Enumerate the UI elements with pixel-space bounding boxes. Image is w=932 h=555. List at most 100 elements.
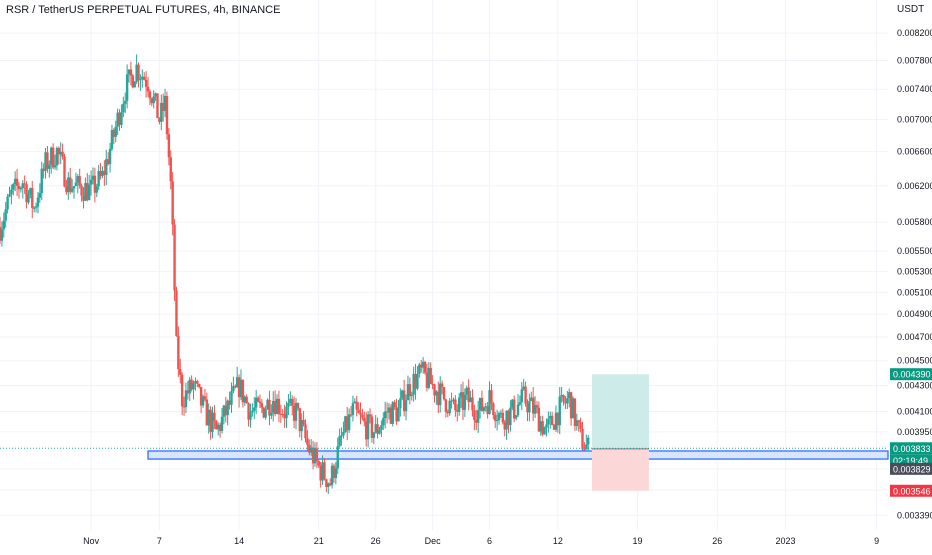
stop-price-label: 0.003546 <box>893 486 931 496</box>
candle-body <box>461 392 465 410</box>
candle-body <box>76 176 79 183</box>
y-tick-label: 0.007400 <box>897 84 932 94</box>
stop-zone <box>592 448 649 491</box>
candle-body <box>399 398 402 409</box>
candle-body <box>505 410 508 430</box>
candle-body <box>357 409 360 413</box>
candle-body <box>95 186 98 193</box>
candle-body <box>336 446 339 469</box>
target-price-label-bg <box>890 368 932 381</box>
y-tick-label: 0.005100 <box>897 287 932 297</box>
candle-body <box>568 392 571 398</box>
candle-body <box>262 407 265 418</box>
candle-body <box>344 416 347 432</box>
candle-body <box>522 386 525 390</box>
candle-body <box>562 395 565 402</box>
candle-body <box>420 364 423 368</box>
candle-body <box>406 384 410 401</box>
candle-body <box>258 401 262 404</box>
candle-body <box>277 398 281 414</box>
candle-body <box>50 147 53 165</box>
candle-body <box>499 412 503 414</box>
candle-body <box>425 372 429 388</box>
candle-body <box>65 186 68 193</box>
y-tick-label: 0.004500 <box>897 356 932 366</box>
candle-body <box>268 399 271 416</box>
candle-body <box>321 462 324 481</box>
candle-body <box>518 402 522 405</box>
candle-body <box>486 406 489 415</box>
candle-body <box>526 403 529 413</box>
candle-body <box>86 183 89 201</box>
candle-body <box>423 361 427 373</box>
candle-body <box>36 197 40 207</box>
candle-body <box>366 414 370 440</box>
candle-body <box>368 414 372 417</box>
candle-body <box>188 379 191 394</box>
y-tick-label: 0.005500 <box>897 246 932 256</box>
candle-body <box>260 403 264 408</box>
y-tick-label: 0.007000 <box>897 115 932 125</box>
candle-body <box>199 386 203 406</box>
candle-body <box>144 79 148 87</box>
y-tick-label: 0.007800 <box>897 55 932 65</box>
candle-body <box>150 98 153 104</box>
candle-body <box>531 397 535 414</box>
candle-body <box>300 419 303 432</box>
candle-body <box>184 390 188 408</box>
candle-body <box>158 118 161 122</box>
candle-body <box>452 399 455 402</box>
candle-body <box>296 402 300 409</box>
candle-body <box>285 406 288 419</box>
candle-body <box>478 398 482 411</box>
candle-body <box>167 134 171 158</box>
candle-body <box>143 76 146 80</box>
candle-body <box>459 392 463 398</box>
candle-body <box>0 226 2 241</box>
candle-body <box>218 424 222 431</box>
candle-body <box>435 391 438 396</box>
candle-body <box>177 335 180 370</box>
candle-body <box>408 384 412 397</box>
candle-body <box>78 176 81 186</box>
candle-body <box>137 64 140 80</box>
candle-body <box>484 406 487 408</box>
candle-body <box>46 152 49 169</box>
candle-body <box>359 412 362 415</box>
candle-body <box>266 399 269 410</box>
candle-body <box>287 402 290 407</box>
candle-body <box>253 407 256 411</box>
candle-body <box>387 407 391 413</box>
candle-body <box>330 465 334 486</box>
candle-body <box>34 206 38 208</box>
candle-body <box>463 394 467 410</box>
candle-body <box>401 390 404 399</box>
candle-body <box>243 396 246 403</box>
candle-body <box>575 420 579 427</box>
candle-body <box>550 415 554 426</box>
candle-body <box>530 397 533 402</box>
candle-body <box>281 413 284 415</box>
candle-body <box>122 103 125 113</box>
candle-body <box>395 406 398 422</box>
candle-body <box>393 402 396 407</box>
support-zone <box>147 450 889 460</box>
candle-body <box>509 407 512 426</box>
candle-body <box>108 148 112 165</box>
candle-body <box>537 407 541 432</box>
candle-body <box>251 410 254 413</box>
countdown-label: 02:19:49 <box>893 456 928 466</box>
candle-body <box>334 468 338 478</box>
candle-body <box>141 76 144 80</box>
candle-body <box>342 431 345 436</box>
candle-body <box>556 412 560 426</box>
candle-body <box>264 409 267 418</box>
candle-body <box>228 400 231 405</box>
candle-body <box>473 410 476 420</box>
candle-body <box>161 102 165 111</box>
candle-body <box>217 424 220 430</box>
candle-body <box>554 412 558 430</box>
candle-body <box>471 397 474 411</box>
